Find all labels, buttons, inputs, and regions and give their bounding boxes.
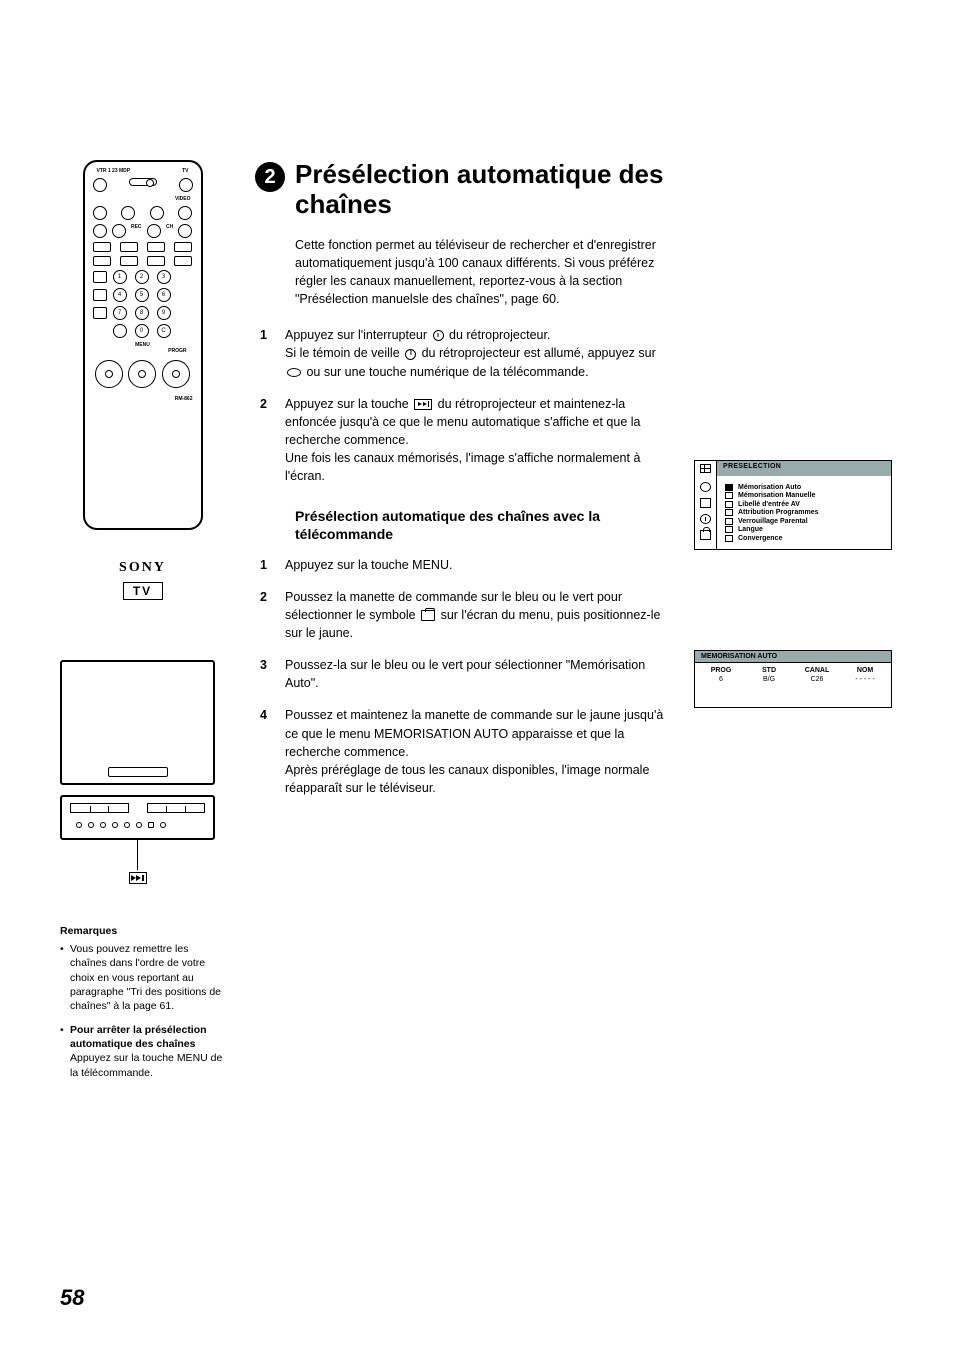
section-number-badge: 2 (255, 162, 285, 192)
remote-num-1: 1 (113, 270, 127, 284)
remote-num-4: 4 (113, 288, 127, 302)
remote-btn-ch (178, 224, 192, 238)
step-2-num: 2 (255, 395, 267, 486)
osd-item-list: Mémorisation AutoMémorisation Manuelle Li… (717, 476, 891, 549)
osd-preselection-menu: PRESELECTION Mémorisation AutoMémorisati… (694, 460, 892, 550)
osd-item: Langue (725, 526, 883, 533)
remote-num-8: 8 (135, 306, 149, 320)
remote-progr-label: PROGR (93, 348, 193, 354)
tv-illustration (60, 660, 215, 884)
osd-sun-icon (700, 482, 711, 492)
remote-side-b (93, 289, 107, 301)
remote-btn-play (121, 206, 135, 220)
remote-btn-power (179, 178, 193, 192)
tv-base (60, 795, 215, 840)
remote-num-6: 6 (157, 288, 171, 302)
note-item-2: Pour arrêter la présélection automatique… (60, 1023, 225, 1080)
step-1: 1 Appuyez sur l'interrupteur du rétropro… (255, 326, 674, 380)
osd-lock-icon (700, 530, 711, 540)
remote-num-7: 7 (113, 306, 127, 320)
page-number: 58 (60, 1285, 84, 1311)
osd-item: Mémorisation Manuelle (725, 492, 883, 499)
standby-icon (405, 349, 416, 360)
osd-preselection-header: PRESELECTION (717, 461, 891, 476)
osd-item: Mémorisation Auto (725, 484, 883, 491)
remote-rect-f (120, 256, 138, 266)
preset-menu-icon (421, 610, 435, 621)
remote-video-label: VIDEO (93, 196, 193, 202)
remote-rect-c (147, 242, 165, 252)
remote-tv-label: TV (182, 168, 188, 174)
remote-joystick-mid (128, 360, 156, 388)
remote-btn-rec (147, 224, 161, 238)
remote-side-c (93, 307, 107, 319)
osd-memo-row: 6 B/G C26 - - - - - (695, 676, 891, 707)
remote-btn-stop (93, 224, 107, 238)
remote-btn-ff (150, 206, 164, 220)
osd-grid-icon (695, 461, 717, 476)
osd-sidebar-icons (695, 476, 717, 549)
remote-rect-h (174, 256, 192, 266)
remote-num-9: 9 (157, 306, 171, 320)
remote-step-2: 2 Poussez la manette de commande sur le … (255, 588, 674, 642)
sony-logo: SONY (60, 560, 225, 576)
osd-memorisation-auto: MEMORISATION AUTO PROG STD CANAL NOM 6 B… (694, 650, 892, 708)
remote-model: RM-862 (93, 396, 193, 402)
oval-button-icon (287, 368, 301, 377)
remote-btn-mute (93, 178, 107, 192)
remote-num-dash (113, 324, 127, 338)
osd-item: Convergence (725, 535, 883, 542)
remote-num-0: 0 (135, 324, 149, 338)
osd-memo-cols: PROG STD CANAL NOM (695, 663, 891, 676)
remote-rec-label: REC (131, 224, 142, 238)
remote-joystick-right (162, 360, 190, 388)
osd-box-icon (700, 498, 711, 508)
remote-num-2: 2 (135, 270, 149, 284)
page-title: Présélection automatique des chaînes (295, 160, 674, 220)
remote-num-c: C (157, 324, 171, 338)
remote-rect-b (120, 242, 138, 252)
tv-screen (60, 660, 215, 785)
remote-btn-rew (93, 206, 107, 220)
remote-rect-g (147, 256, 165, 266)
remote-control-illustration: VTR 1 23 MDP TV VIDEO REC CH (83, 160, 203, 530)
osd-item: Verrouillage Parental (725, 518, 883, 525)
ff-icon (414, 399, 432, 410)
remote-vtr-label: VTR 1 23 MDP (97, 168, 131, 174)
notes-heading: Remarques (60, 924, 225, 938)
remote-rect-d (174, 242, 192, 252)
osd-item: Attribution Programmes (725, 509, 883, 516)
power-icon (433, 330, 444, 341)
remote-btn-pause (112, 224, 126, 238)
remote-step-4: 4 Poussez et maintenez la manette de com… (255, 706, 674, 797)
remote-side-a (93, 271, 107, 283)
remote-rect-e (93, 256, 111, 266)
notes-section: Remarques Vous pouvez remettre les chaîn… (60, 924, 225, 1080)
remote-step-1: 1 Appuyez sur la touche MENU. (255, 556, 674, 574)
remote-ch-label: CH (166, 224, 173, 238)
remote-step-3: 3 Poussez-la sur le bleu ou le vert pour… (255, 656, 674, 692)
tv-badge: TV (123, 582, 163, 600)
step-2: 2 Appuyez sur la touche du rétroprojecte… (255, 395, 674, 486)
remote-btn-video (178, 206, 192, 220)
remote-slider (129, 178, 157, 186)
remote-rect-a (93, 242, 111, 252)
remote-joystick-left (95, 360, 123, 388)
osd-item: Libellé d'entrée AV (725, 501, 883, 508)
osd-clock-icon (700, 514, 711, 524)
intro-paragraph: Cette fonction permet au téléviseur de r… (295, 236, 674, 309)
remote-num-3: 3 (157, 270, 171, 284)
step-1-num: 1 (255, 326, 267, 380)
remote-num-5: 5 (135, 288, 149, 302)
osd-memo-header: MEMORISATION AUTO (695, 651, 891, 663)
note-item-1: Vous pouvez remettre les chaînes dans l'… (60, 942, 225, 1013)
ff-pointer-icon (129, 872, 147, 884)
remote-subheading: Présélection automatique des chaînes ave… (295, 507, 674, 543)
